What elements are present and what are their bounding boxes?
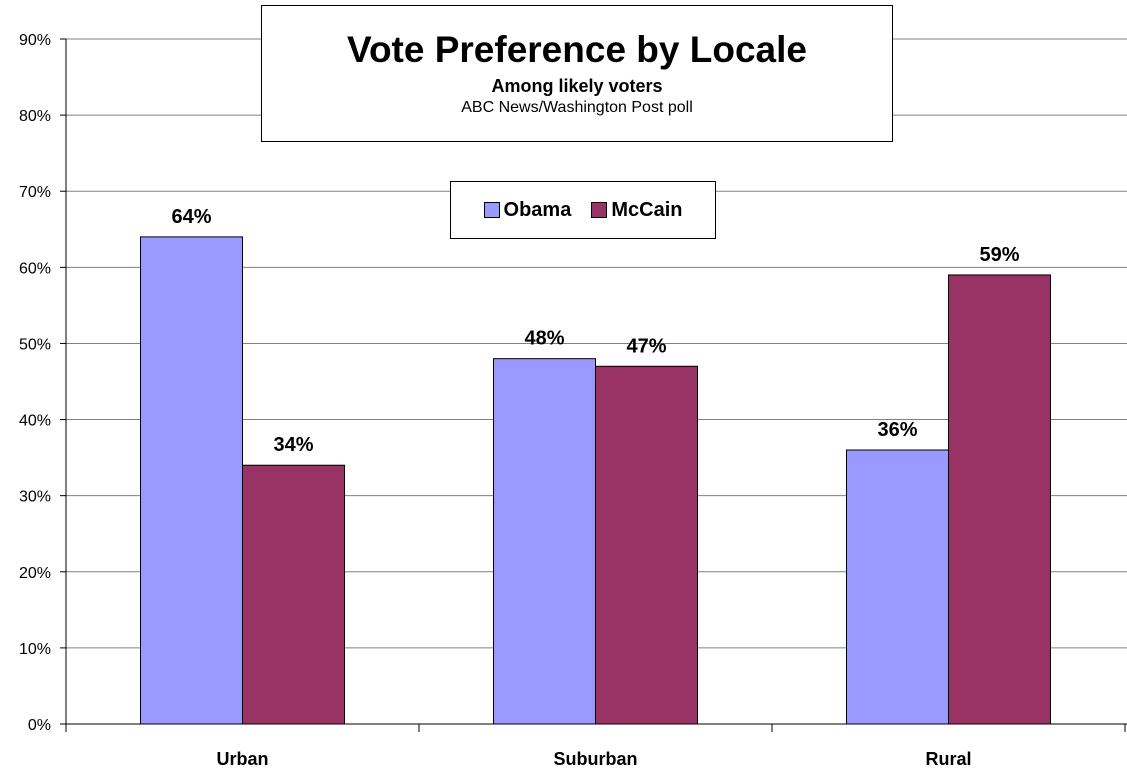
bar-obama-urban	[140, 236, 243, 725]
x-category-label: Urban	[216, 749, 268, 769]
data-label-obama-urban: 64%	[171, 206, 211, 228]
chart-source: ABC News/Washington Post poll	[461, 99, 693, 116]
y-tick-label: 10%	[19, 641, 51, 658]
chart-title: Vote Preference by Locale	[347, 29, 807, 70]
legend-swatch-obama	[483, 202, 500, 218]
data-label-mccain-suburban: 47%	[626, 335, 666, 357]
bar-mccain-suburban	[595, 365, 698, 725]
bar-mccain-urban	[242, 464, 345, 725]
bar-obama-rural	[846, 449, 949, 725]
legend-label-mccain: McCain	[611, 198, 683, 221]
data-label-obama-rural: 36%	[877, 419, 917, 441]
bar-obama-suburban	[493, 358, 596, 725]
legend: Obama McCain	[450, 181, 716, 239]
y-tick-label: 20%	[19, 565, 51, 582]
legend-label-obama: Obama	[503, 198, 572, 221]
data-label-mccain-rural: 59%	[979, 244, 1019, 266]
y-tick-label: 30%	[19, 489, 51, 506]
data-label-obama-suburban: 48%	[524, 328, 564, 350]
chart-subtitle: Among likely voters	[491, 76, 663, 96]
legend-swatch-mccain	[591, 202, 608, 218]
y-tick-label: 80%	[19, 108, 51, 125]
chart-title-box: Vote Preference by Locale Among likely v…	[261, 5, 893, 142]
y-tick-label: 40%	[19, 413, 51, 430]
y-tick-label: 60%	[19, 260, 51, 277]
x-category-label: Rural	[925, 749, 971, 769]
legend-item-obama: Obama	[483, 198, 572, 222]
y-tick-label: 90%	[19, 32, 51, 49]
y-tick-label: 70%	[19, 184, 51, 201]
bar-mccain-rural	[948, 274, 1051, 725]
data-label-mccain-urban: 34%	[273, 434, 313, 456]
y-tick-label: 50%	[19, 336, 51, 353]
y-tick-label: 0%	[28, 717, 51, 734]
legend-item-mccain: McCain	[591, 199, 682, 222]
x-category-label: Suburban	[554, 749, 638, 769]
